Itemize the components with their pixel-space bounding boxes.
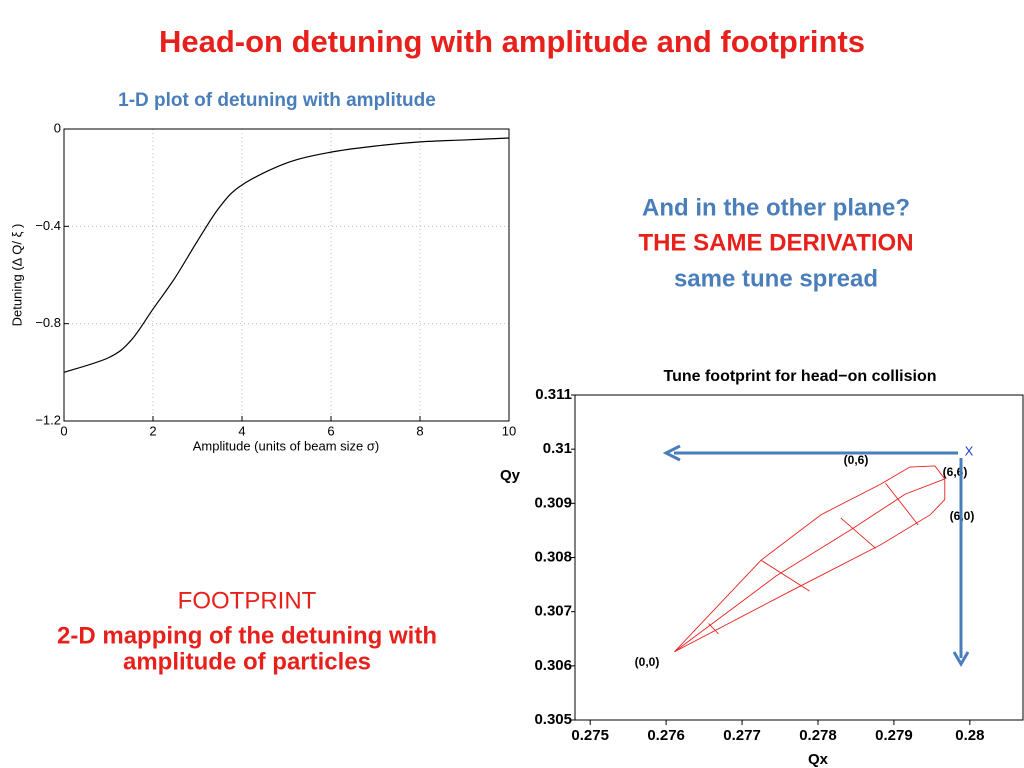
x-tick-label: 8 — [416, 423, 423, 438]
y-tick-label: 0.309 — [534, 494, 572, 511]
data-line — [674, 499, 946, 653]
annotation: X — [965, 443, 974, 458]
y-tick-label: 0.308 — [534, 548, 572, 565]
y-tick-label: 0.311 — [535, 386, 572, 403]
footprint-heading: FOOTPRINT — [178, 587, 317, 614]
y-tick-label: −0.4 — [35, 218, 61, 233]
x-axis-label: Qx — [808, 751, 829, 768]
x-axis-label: Amplitude (units of beam size σ) — [193, 438, 380, 453]
side-text: same tune spread — [674, 265, 878, 292]
data-line — [708, 623, 719, 635]
y-tick-label: 0.31 — [543, 440, 572, 457]
x-tick-label: 0.279 — [875, 727, 913, 744]
x-tick-label: 10 — [502, 423, 516, 438]
arrow-head — [952, 651, 970, 667]
data-line — [885, 483, 919, 526]
y-tick-label: 0.307 — [534, 603, 572, 620]
y-tick-label: 0.306 — [534, 657, 572, 674]
footprint-text: 2-D mapping of the detuning with — [57, 622, 437, 649]
side-text: THE SAME DERIVATION — [638, 229, 913, 256]
chart-title: Tune footprint for head−on collision — [663, 368, 936, 385]
x-tick-label: 2 — [149, 423, 156, 438]
x-tick-label: 0.278 — [799, 727, 837, 744]
side-text: And in the other plane? — [642, 194, 910, 221]
plot-frame — [574, 394, 1024, 721]
plots: 0 2 4 6 8 10 −1.2 −0.8 −0.4 0 Amplitude (units of … — [9, 120, 1024, 768]
data-line — [840, 517, 876, 549]
data-line — [674, 478, 945, 653]
y-axis-label: Qy — [500, 467, 521, 484]
footprint-text: amplitude of particles — [123, 648, 371, 675]
annotation: (6,6) — [943, 465, 968, 479]
arrow-head — [662, 444, 681, 462]
y-tick-label: 0 — [54, 120, 61, 135]
x-tick-label: 4 — [238, 423, 245, 438]
plot-frame — [63, 128, 510, 422]
x-tick-label: 0.28 — [955, 727, 984, 744]
x-tick-label: 0.276 — [647, 727, 685, 744]
y-tick-label: 0.305 — [534, 711, 572, 728]
data-line — [674, 465, 946, 653]
data-line — [63, 137, 510, 373]
x-tick-label: 0 — [60, 423, 67, 438]
annotation: (0,6) — [844, 453, 869, 467]
chart-title: 1-D plot of detuning with amplitude — [118, 90, 436, 111]
data-line — [760, 559, 810, 592]
y-tick-label: −0.8 — [35, 315, 61, 330]
slide-title: Head-on detuning with amplitude and foot… — [159, 24, 865, 59]
y-axis-label: Detuning (Δ Q/ ξ ) — [9, 224, 24, 327]
annotation: (0,0) — [635, 655, 660, 669]
x-tick-label: 6 — [327, 423, 334, 438]
arrows — [662, 444, 970, 667]
y-tick-label: −1.2 — [35, 412, 61, 427]
x-tick-label: 0.275 — [571, 727, 609, 744]
x-tick-label: 0.277 — [723, 727, 761, 744]
